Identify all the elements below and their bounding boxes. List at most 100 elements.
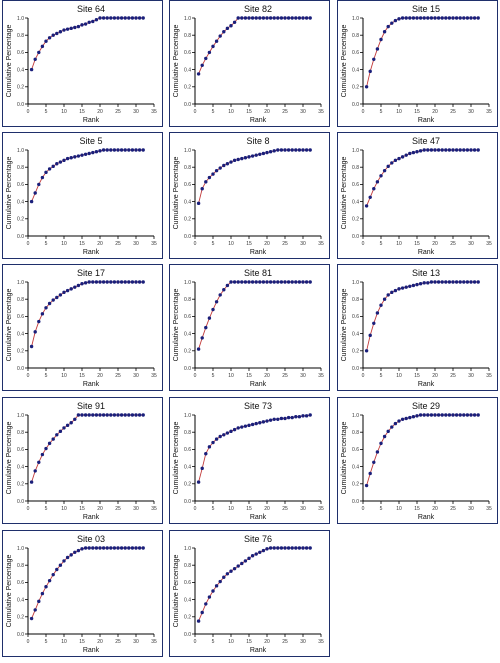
data-point <box>222 288 226 292</box>
data-point <box>29 67 34 72</box>
data-point <box>436 280 441 284</box>
x-tick-label: 0 <box>362 241 365 247</box>
data-point <box>134 16 138 20</box>
data-point <box>229 569 233 573</box>
data-point <box>243 16 248 20</box>
y-axis-label: Cumulative Percentage <box>173 422 180 495</box>
x-tick-label: 25 <box>282 241 288 247</box>
y-tick-label: 0.8 <box>352 297 359 303</box>
y-tick-label: 0.4 <box>184 67 191 73</box>
data-point <box>51 572 55 577</box>
y-tick-label: 0.2 <box>184 85 191 91</box>
chart-title: Site 29 <box>412 401 440 411</box>
y-tick-label: 0.6 <box>352 50 359 56</box>
x-tick-label: 30 <box>133 109 139 115</box>
y-tick-label: 0.0 <box>184 102 191 108</box>
data-point <box>225 26 230 31</box>
chart-panel: Site 8 0 5 10 15 20 25 30 35 0.0 0.2 0.4 0.6 0.8 1.0 Ra… <box>169 132 330 259</box>
data-point <box>214 168 219 173</box>
data-point <box>379 441 383 446</box>
x-tick-label: 10 <box>396 506 402 512</box>
x-tick-label: 30 <box>300 241 306 247</box>
data-point <box>130 148 135 152</box>
data-point <box>258 16 262 20</box>
x-axis-label: Rank <box>250 381 267 388</box>
data-point <box>247 155 251 159</box>
x-axis-label: Rank <box>418 514 435 521</box>
data-point <box>294 546 298 550</box>
y-axis-label: Cumulative Percentage <box>341 289 348 362</box>
x-tick-label: 30 <box>133 639 139 645</box>
data-point <box>58 563 63 567</box>
data-point <box>294 16 298 20</box>
data-point <box>218 293 222 297</box>
data-point <box>65 27 70 31</box>
data-point <box>476 148 480 152</box>
chart-title: Site 81 <box>244 268 272 278</box>
data-point <box>240 280 244 284</box>
data-point <box>105 280 109 284</box>
data-point <box>272 280 276 284</box>
data-point <box>268 280 273 284</box>
y-axis-label: Cumulative Percentage <box>6 157 13 230</box>
x-tick-label: 15 <box>79 109 85 115</box>
x-axis-label: Rank <box>418 381 435 388</box>
y-tick-label: 0.2 <box>17 615 24 621</box>
x-tick-label: 15 <box>246 241 252 247</box>
x-tick-label: 10 <box>228 639 234 645</box>
data-point <box>229 429 233 434</box>
data-point <box>462 413 466 417</box>
data-point <box>105 413 109 417</box>
data-point <box>250 422 255 427</box>
data-point <box>55 31 59 36</box>
data-point <box>94 18 99 22</box>
data-point <box>40 312 45 316</box>
x-tick-label: 0 <box>194 109 197 115</box>
y-axis-label: Cumulative Percentage <box>341 422 348 495</box>
data-point <box>116 148 120 152</box>
data-point <box>207 445 212 449</box>
data-point <box>236 564 240 568</box>
x-tick-label: 15 <box>414 241 420 247</box>
x-tick-label: 20 <box>432 506 438 512</box>
x-tick-label: 15 <box>79 241 85 247</box>
y-tick-label: 0.6 <box>184 314 191 320</box>
data-point <box>472 413 477 417</box>
data-point <box>109 280 113 284</box>
data-point <box>127 546 131 550</box>
chart-title: Site 82 <box>244 4 272 14</box>
data-point <box>390 425 394 429</box>
data-point <box>116 546 120 550</box>
y-tick-label: 1.0 <box>17 546 24 552</box>
data-point <box>400 155 405 159</box>
data-point <box>265 16 269 20</box>
x-tick-label: 30 <box>300 109 306 115</box>
y-tick-label: 0.6 <box>17 182 24 188</box>
x-tick-label: 5 <box>212 109 215 115</box>
chart-title: Site 5 <box>79 136 102 146</box>
data-point <box>222 433 226 437</box>
y-tick-label: 0.2 <box>352 349 359 355</box>
x-tick-label: 5 <box>45 241 48 247</box>
x-tick-label: 10 <box>396 373 402 379</box>
x-tick-label: 15 <box>79 506 85 512</box>
y-tick-label: 0.2 <box>17 349 24 355</box>
y-tick-label: 0.2 <box>352 482 359 488</box>
y-axis-label: Cumulative Percentage <box>173 157 180 230</box>
x-tick-label: 30 <box>468 506 474 512</box>
data-point <box>250 554 255 558</box>
chart-panel: Site 5 0 5 10 15 20 25 30 35 0.0 0.2 0.4 0.6 0.8 1.0 Ra… <box>2 132 163 259</box>
data-point <box>123 280 127 284</box>
data-point <box>458 16 462 20</box>
data-point <box>69 26 73 31</box>
data-point <box>62 559 66 563</box>
y-tick-label: 0.6 <box>352 314 359 320</box>
y-tick-label: 0.4 <box>184 597 191 603</box>
data-point <box>286 16 291 20</box>
y-tick-label: 1.0 <box>17 280 24 286</box>
x-tick-label: 35 <box>486 373 492 379</box>
y-tick-label: 0.6 <box>184 50 191 56</box>
y-tick-label: 0.0 <box>17 499 24 505</box>
data-point <box>433 148 437 152</box>
